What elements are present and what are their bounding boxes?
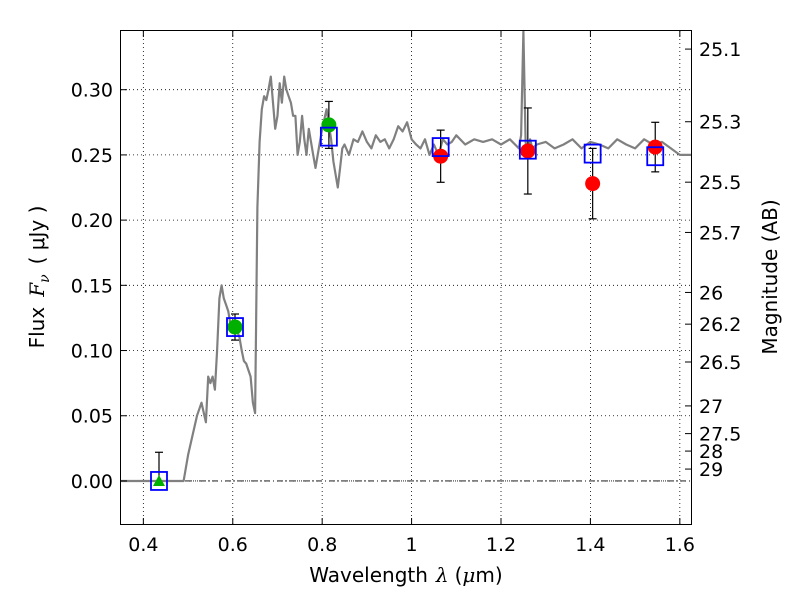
- y-axis-label: FluxFν( μJy ): [25, 206, 53, 349]
- x-tick-label: 0.6: [218, 534, 248, 556]
- x-tick-label: 1.2: [486, 534, 516, 556]
- plot-frame: [120, 30, 692, 525]
- x-tick-label: 0.8: [307, 534, 337, 556]
- magnitude-tick-label: 25.7: [699, 222, 741, 244]
- red-photometry-point: [520, 143, 536, 159]
- x-tick-label: 1.6: [665, 534, 695, 556]
- x-tick-label: 1.4: [575, 534, 605, 556]
- magnitude-tick-label: 27: [699, 396, 723, 418]
- y-tick-label: 0.05: [71, 406, 113, 428]
- y-axis-ticks: 0.00 0.05 0.10 0.15 0.20 0.25 0.30: [71, 80, 127, 493]
- y-tick-label: 0.10: [71, 341, 113, 363]
- magnitude-tick-label: 26: [699, 282, 723, 304]
- model-flux-square: [431, 137, 450, 157]
- magnitude-axis-label: Magnitude (AB): [758, 199, 782, 354]
- model-flux-square: [150, 471, 168, 491]
- magnitude-tick-label: 25.1: [699, 39, 741, 61]
- magnitude-tick-label: 28: [699, 441, 723, 463]
- model-flux-square: [319, 126, 338, 147]
- green-photometry-point: [227, 319, 243, 335]
- magnitude-tick-label: 26.5: [699, 352, 741, 374]
- magnitude-tick-label: 29: [699, 459, 723, 481]
- green-photometry-point: [321, 117, 337, 133]
- grid: [121, 31, 691, 524]
- magnitude-tick-label: 27.5: [699, 424, 741, 446]
- y-tick-label: 0.15: [71, 275, 113, 297]
- y-tick-label: 0.25: [71, 145, 113, 167]
- magnitude-tick-label: 25.3: [699, 112, 741, 134]
- x-tick-label: 1: [406, 534, 418, 556]
- y-tick-label: 0.20: [71, 210, 113, 232]
- x-tick-label: 0.4: [128, 534, 158, 556]
- model-flux-square: [518, 139, 537, 160]
- green-upper-limit-triangle: [153, 474, 165, 486]
- x-axis-label: Wavelength λ (μm): [309, 563, 502, 587]
- model-flux-square: [646, 146, 665, 167]
- x-axis-ticks: 0.4 0.6 0.8 1 1.2 1.4 1.6: [128, 31, 695, 556]
- y-tick-label: 0.30: [71, 80, 113, 102]
- red-photometry-point: [585, 176, 601, 192]
- model-flux-square: [583, 143, 602, 164]
- magnitude-tick-label: 26.2: [699, 314, 741, 336]
- magnitude-tick-label: 25.5: [699, 172, 741, 194]
- plot-area: [121, 29, 691, 491]
- model-flux-square: [226, 317, 244, 337]
- y-tick-label: 0.00: [71, 471, 113, 493]
